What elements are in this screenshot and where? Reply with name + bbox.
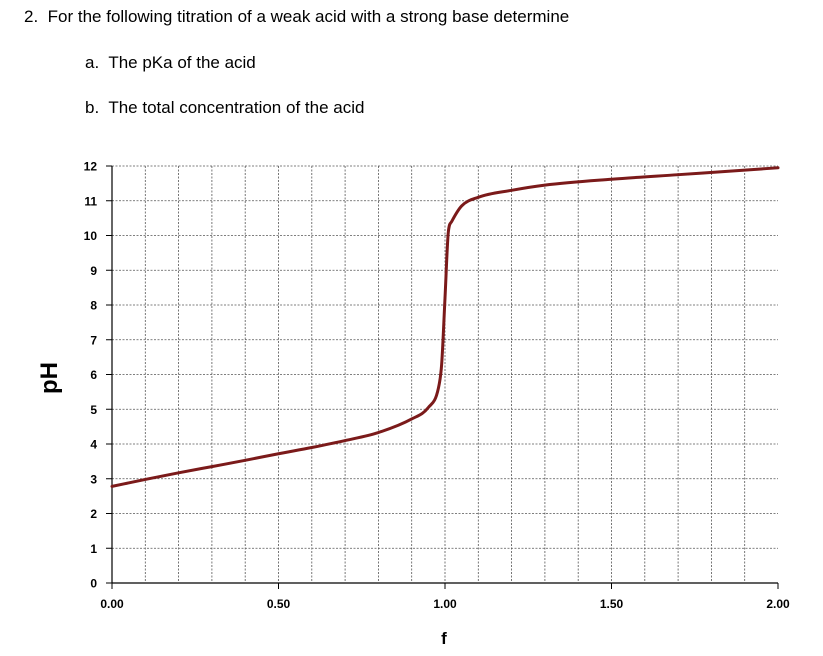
x-tick-label: 1.00: [433, 597, 457, 611]
question-line: 2. For the following titration of a weak…: [24, 7, 569, 27]
x-tick-label: 0.00: [100, 597, 124, 611]
y-axis-title: pH: [36, 362, 63, 394]
y-tick-label: 0: [90, 577, 97, 591]
x-tick-label: 0.50: [267, 597, 291, 611]
x-axis-title: f: [441, 629, 447, 648]
y-tick-label: 10: [84, 229, 98, 243]
part-b-text: The total concentration of the acid: [108, 98, 365, 117]
part-a-label: a.: [85, 53, 100, 72]
titration-curve: [110, 166, 780, 488]
question-part-a: a. The pKa of the acid: [85, 53, 256, 73]
x-tick-label: 1.50: [600, 597, 624, 611]
chart-series: [110, 166, 780, 488]
y-tick-label: 7: [90, 333, 97, 347]
part-a-text: The pKa of the acid: [108, 53, 256, 72]
y-tick-label: 1: [90, 542, 97, 556]
y-tick-label: 3: [90, 472, 97, 486]
chart-grid: [112, 165, 778, 583]
question-part-b: b. The total concentration of the acid: [85, 98, 364, 118]
question-text: For the following titration of a weak ac…: [47, 7, 570, 26]
y-tick-label: 2: [90, 507, 97, 521]
x-tick-label: 2.00: [766, 597, 790, 611]
y-tick-label: 11: [84, 194, 97, 208]
chart-axes: [106, 165, 779, 589]
y-tick-label: 4: [90, 438, 97, 452]
question-number: 2.: [24, 7, 39, 26]
y-tick-label: 12: [84, 160, 98, 174]
part-b-label: b.: [85, 98, 100, 117]
y-tick-label: 5: [90, 403, 97, 417]
y-tick-label: 9: [90, 264, 97, 278]
y-tick-label: 8: [90, 299, 97, 313]
y-tick-label: 6: [90, 368, 97, 382]
